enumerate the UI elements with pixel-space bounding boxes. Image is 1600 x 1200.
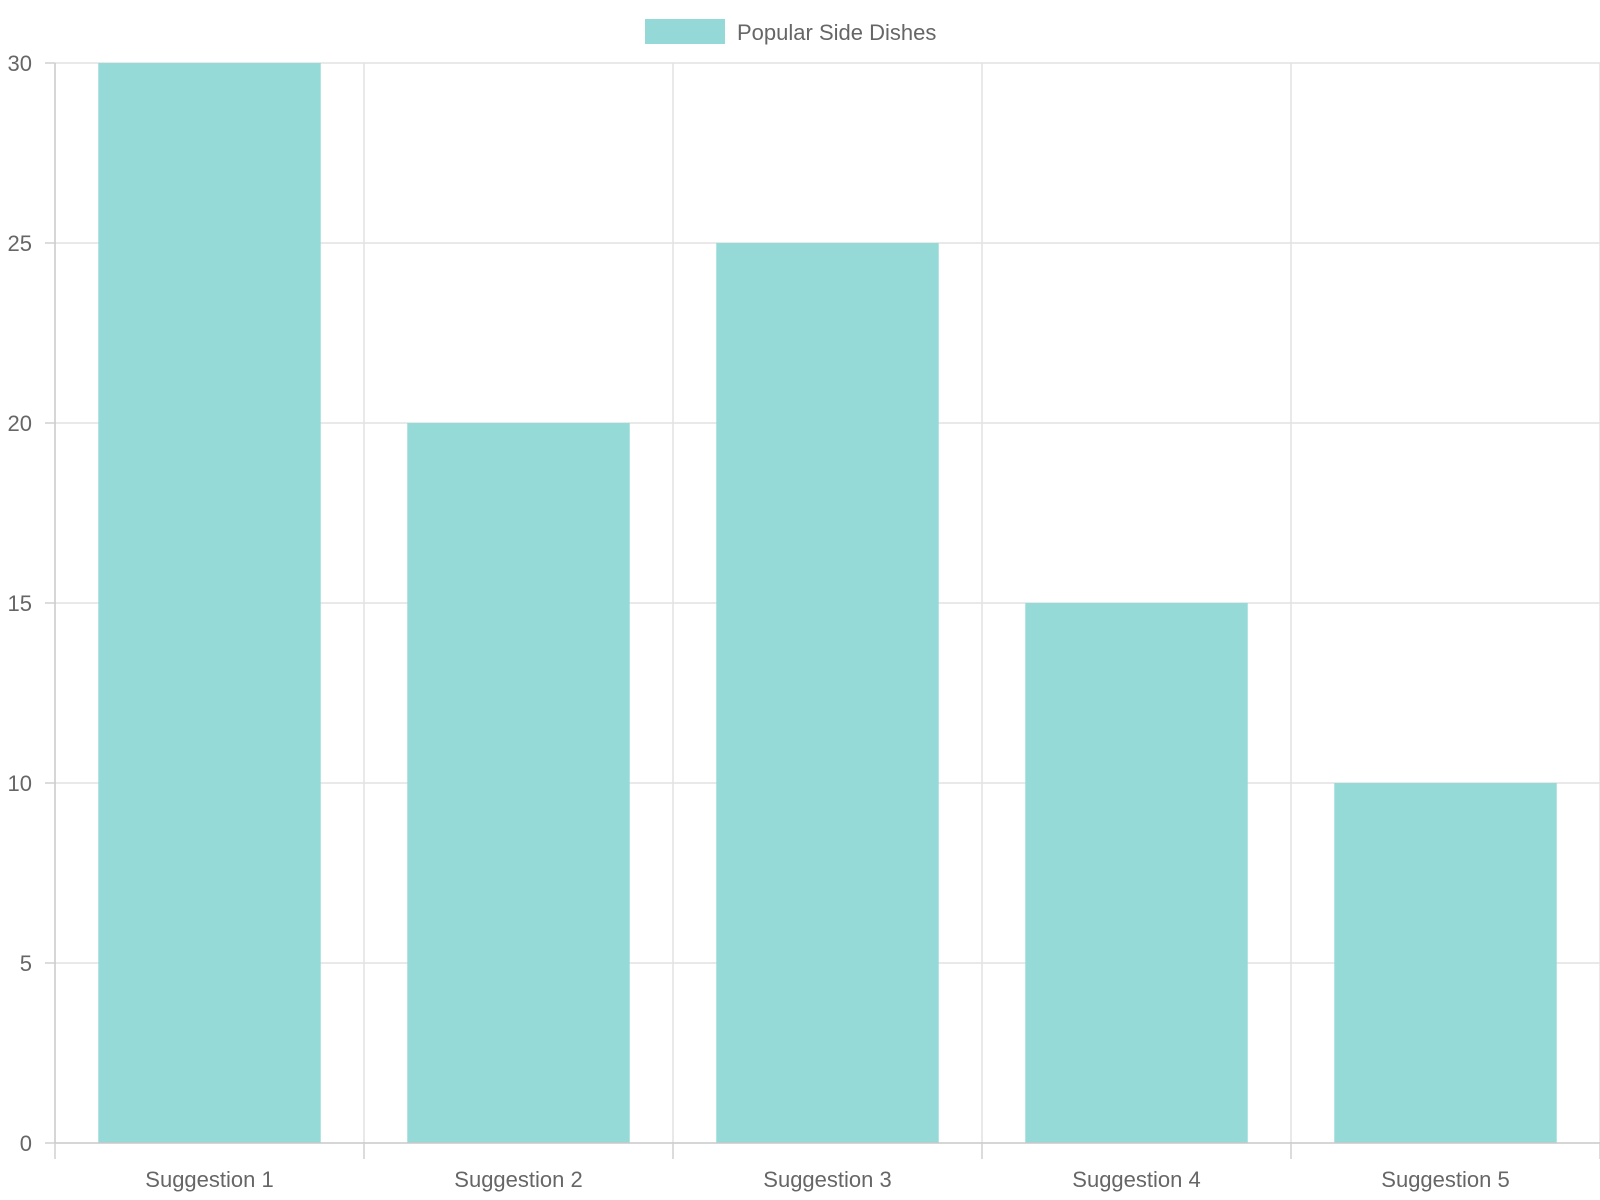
y-tick-label: 20: [8, 411, 32, 436]
y-tick-label: 5: [20, 951, 32, 976]
x-tick-label: Suggestion 5: [1381, 1167, 1509, 1192]
legend-label: Popular Side Dishes: [737, 20, 936, 45]
x-tick-label: Suggestion 2: [454, 1167, 582, 1192]
y-tick-label: 0: [20, 1131, 32, 1156]
y-tick-label: 30: [8, 51, 32, 76]
bar[interactable]: [1025, 603, 1248, 1143]
x-tick-label: Suggestion 3: [763, 1167, 891, 1192]
bar[interactable]: [716, 243, 939, 1143]
x-tick-label: Suggestion 4: [1072, 1167, 1200, 1192]
bars: [98, 63, 1557, 1143]
bar[interactable]: [1334, 783, 1557, 1143]
y-tick-label: 25: [8, 231, 32, 256]
y-tick-label: 15: [8, 591, 32, 616]
y-tick-label: 10: [8, 771, 32, 796]
y-axis-ticks: 0 5 10 15 20 25 30: [8, 51, 55, 1156]
bar[interactable]: [98, 63, 321, 1143]
bar[interactable]: [407, 423, 630, 1143]
legend-swatch: [645, 19, 725, 44]
x-axis-ticks: Suggestion 1 Suggestion 2 Suggestion 3 Sugg…: [54, 1143, 1600, 1192]
legend[interactable]: Popular Side Dishes: [645, 19, 936, 45]
x-tick-label: Suggestion 1: [145, 1167, 273, 1192]
